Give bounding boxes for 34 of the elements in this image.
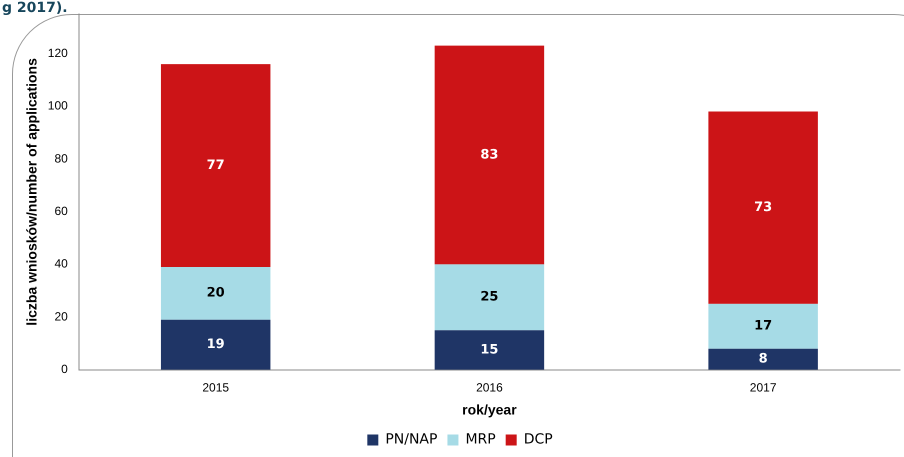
- bar: [160, 320, 270, 370]
- x-axis-title: rok/year: [462, 401, 518, 418]
- y-tick-label: 0: [61, 362, 68, 376]
- bar: [160, 267, 270, 320]
- x-tick-label: 2017: [750, 380, 777, 394]
- bar: [434, 330, 544, 370]
- y-tick-label: 120: [48, 46, 68, 60]
- bar: [708, 304, 818, 349]
- data-label: 73: [754, 200, 772, 216]
- y-tick-label: 20: [54, 309, 68, 324]
- data-label: 77: [206, 158, 225, 173]
- legend-label: MRP: [465, 432, 496, 448]
- data-label: 8: [758, 352, 768, 367]
- data-label: 19: [206, 337, 225, 352]
- data-label: 25: [480, 290, 498, 305]
- x-tick-label: 2015: [202, 380, 230, 394]
- data-label: 20: [206, 286, 225, 301]
- data-label: 17: [754, 318, 772, 334]
- x-tick-label: 2016: [476, 380, 504, 394]
- y-tick-label: 100: [48, 98, 68, 113]
- bar: [708, 112, 818, 304]
- y-tick-label: 40: [54, 256, 68, 271]
- data-label: 83: [480, 147, 498, 162]
- y-tick-label: 60: [54, 204, 68, 218]
- y-axis-title: liczba wniosków/number of applications: [23, 58, 40, 326]
- legend-label: PN/NAP: [385, 432, 438, 448]
- chart-title: g 2017).: [2, 0, 68, 16]
- legend-label: DCP: [524, 432, 553, 448]
- data-label: 15: [480, 342, 498, 358]
- bar: [434, 46, 544, 264]
- bar: [160, 64, 270, 268]
- y-tick-label: 80: [54, 151, 68, 166]
- bar: [434, 264, 544, 330]
- bar: [708, 348, 818, 370]
